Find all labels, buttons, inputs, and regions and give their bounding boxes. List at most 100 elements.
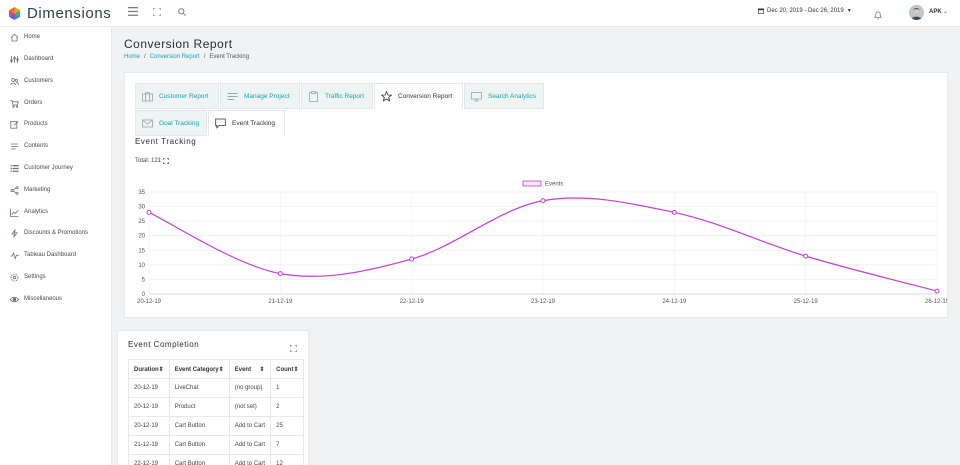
sidebar-item-tableau[interactable]: Tableau Dashboard: [10, 250, 76, 260]
fullscreen-icon[interactable]: [152, 6, 162, 20]
data-point: [934, 288, 940, 294]
cell-duration: 20-12-19: [128, 397, 170, 417]
cell-count: 12: [270, 454, 305, 465]
monitor-icon: [471, 91, 482, 102]
event-completion-panel: Event Completion Duration⇕ Event Categor…: [117, 330, 309, 465]
tab-label: Traffic Report: [325, 92, 365, 100]
home-icon: [10, 33, 19, 42]
x-tick-label: 25-12-19: [794, 299, 819, 305]
tab-search-analytics[interactable]: Search Analytics: [464, 83, 544, 109]
logo-icon: [8, 7, 21, 20]
cell-event: (no group): [228, 378, 272, 398]
cell-count: 7: [270, 435, 305, 455]
sidebar-item-settings[interactable]: Settings: [10, 272, 46, 282]
y-tick-label: 35: [138, 190, 145, 196]
caret-down-icon: ▼: [846, 8, 852, 14]
x-tick-label: 21-12-19: [268, 299, 293, 305]
cell-event-category: Cart Button: [168, 416, 230, 436]
logo[interactable]: Dimensions: [8, 5, 111, 22]
data-point: [803, 253, 809, 259]
tab-label: Event Tracking: [232, 119, 275, 127]
clipboard-icon: [308, 90, 319, 102]
data-point: [277, 271, 283, 277]
sidebar-item-label: Customer Journey: [24, 165, 74, 171]
cell-count: 1: [270, 378, 305, 398]
sidebar-item-home[interactable]: Home: [10, 32, 40, 42]
sidebar-item-label: Analytics: [24, 209, 49, 215]
y-tick-label: 15: [138, 248, 145, 254]
lines-icon: [227, 91, 238, 102]
column-header-event[interactable]: Event ⇕: [228, 359, 272, 379]
sidebar-item-discounts[interactable]: Discounts & Promotions: [10, 228, 88, 238]
gear-icon: [10, 273, 19, 282]
tab-label: Conversion Report: [398, 92, 453, 100]
table-row: 20-12-19 LiveChat (no group) 1: [128, 378, 305, 398]
expand-icon[interactable]: [163, 158, 170, 164]
sidebar-item-label: Products: [24, 121, 48, 127]
user-name[interactable]: APK ⌄: [929, 9, 948, 15]
column-header-label: Duration: [134, 366, 159, 373]
cell-duration: 22-12-19: [128, 454, 170, 465]
sidebar-item-orders[interactable]: Orders: [10, 98, 42, 108]
column-header-count[interactable]: Count⇕: [270, 359, 305, 379]
tab-customer-report[interactable]: Customer Report: [135, 83, 219, 109]
sidebar-item-analytics[interactable]: Analytics: [10, 207, 48, 217]
content-icon: [10, 142, 19, 151]
tab-manage-project[interactable]: Manage Project: [220, 83, 300, 109]
data-point: [540, 198, 546, 204]
y-tick-label: 10: [138, 263, 145, 269]
sidebar-item-miscellaneous[interactable]: Miscellaneous: [10, 294, 62, 304]
chat-icon: [215, 118, 226, 129]
cell-duration: 21-12-19: [128, 435, 170, 455]
column-header-duration[interactable]: Duration⇕: [128, 359, 170, 379]
sort-icon: ⇕: [293, 366, 299, 373]
tab-traffic-report[interactable]: Traffic Report: [301, 83, 373, 109]
sidebar-item-label: Marketing: [24, 187, 51, 193]
tab-label: Search Analytics: [488, 92, 537, 100]
tab-goal-tracking[interactable]: Goal Tracking: [135, 110, 207, 136]
breadcrumb-home[interactable]: Home: [124, 54, 141, 60]
tab-conversion-report[interactable]: Conversion Report: [374, 83, 463, 109]
data-point: [671, 209, 677, 215]
menu-icon[interactable]: [128, 6, 138, 20]
legend-swatch: [522, 180, 542, 187]
table-row: 21-12-19 Cart Button Add to Cart 7: [128, 435, 305, 455]
sidebar-item-contents[interactable]: Contents: [10, 141, 48, 151]
star-icon: [381, 90, 392, 102]
cell-event-category: Product: [168, 397, 230, 417]
chart-icon: [10, 208, 19, 217]
breadcrumb-separator: /: [203, 54, 206, 60]
sidebar-item-marketing[interactable]: Marketing: [10, 185, 50, 195]
column-header-label: Event: [234, 366, 252, 373]
date-range-text: Dec 20, 2019 - Dec 26, 2019: [767, 8, 844, 14]
cell-event: (not set): [228, 397, 272, 417]
cell-count: 25: [270, 416, 305, 436]
breadcrumb-conversion-report[interactable]: Conversion Report: [149, 54, 200, 60]
briefcase-icon: [142, 91, 153, 102]
tab-event-tracking[interactable]: Event Tracking: [208, 110, 285, 136]
search-icon[interactable]: [178, 6, 186, 20]
mail-icon: [142, 118, 153, 129]
sidebar-item-label: Contents: [24, 143, 49, 149]
cell-event-category: LiveChat: [168, 378, 230, 398]
column-header-event-category[interactable]: Event Category⇕: [168, 359, 230, 379]
event-completion-title: Event Completion: [128, 340, 200, 349]
breadcrumb: Home / Conversion Report / Event Trackin…: [124, 54, 249, 60]
cell-event: Add to Cart: [228, 416, 272, 436]
sidebar-item-label: Tableau Dashboard: [24, 252, 77, 258]
date-range-picker[interactable]: Dec 20, 2019 - Dec 26, 2019 ▼: [758, 8, 852, 14]
bell-icon[interactable]: [874, 7, 882, 25]
breadcrumb-separator: /: [144, 54, 146, 60]
expand-icon[interactable]: [290, 339, 297, 357]
avatar[interactable]: [909, 5, 924, 20]
sidebar-item-label: Discounts & Promotions: [24, 230, 89, 236]
sidebar-item-products[interactable]: Products: [10, 119, 48, 129]
data-point: [146, 209, 152, 215]
cell-duration: 20-12-19: [128, 378, 170, 398]
sidebar-item-customers[interactable]: Customers: [10, 76, 53, 86]
cell-count: 2: [270, 397, 305, 417]
sidebar-item-label: Customers: [24, 78, 54, 84]
sidebar-item-dashboard[interactable]: Dashboard: [10, 54, 53, 64]
sidebar-item-customer-journey[interactable]: Customer Journey: [10, 163, 73, 173]
pulse-icon: [10, 251, 19, 260]
